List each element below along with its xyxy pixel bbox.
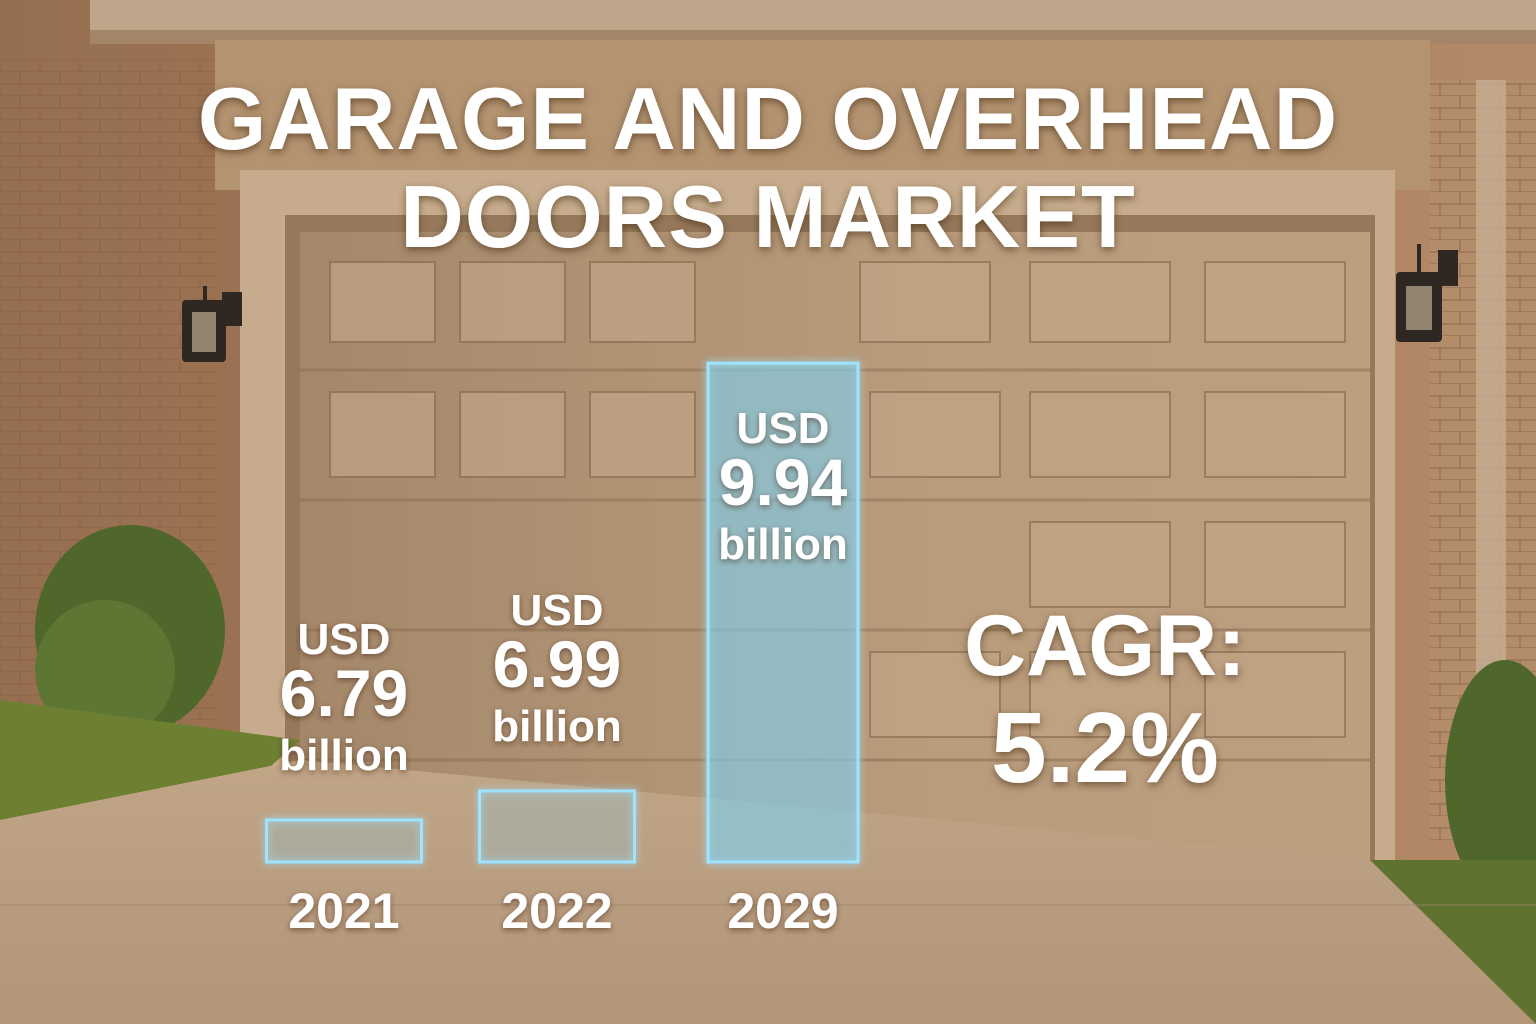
data-label-currency: USD xyxy=(737,404,830,453)
cagr-callout: CAGR: 5.2% xyxy=(955,598,1255,802)
bar-2021 xyxy=(265,818,423,864)
data-label-unit: billion xyxy=(718,520,848,569)
data-label-currency: USD xyxy=(511,586,604,635)
title-line-2: DOORS MARKET xyxy=(400,167,1136,266)
chart-title: GARAGE AND OVERHEAD DOORS MARKET xyxy=(0,70,1536,266)
data-label-value: 6.99 xyxy=(493,627,621,701)
data-label-value: 6.79 xyxy=(280,656,408,730)
data-label-unit: billion xyxy=(279,731,409,780)
data-label-currency: USD xyxy=(298,615,391,664)
data-label-value: 9.94 xyxy=(719,445,848,519)
x-tick-label-2029: 2029 xyxy=(727,883,838,939)
bar-2022 xyxy=(478,789,636,864)
x-tick-label-2022: 2022 xyxy=(501,883,612,939)
bar-2029 xyxy=(706,361,860,864)
cagr-value: 5.2% xyxy=(991,692,1219,804)
cagr-label: CAGR: xyxy=(964,598,1246,694)
title-line-1: GARAGE AND OVERHEAD xyxy=(197,69,1339,168)
x-tick-label-2021: 2021 xyxy=(288,883,399,939)
data-label-unit: billion xyxy=(492,702,622,751)
